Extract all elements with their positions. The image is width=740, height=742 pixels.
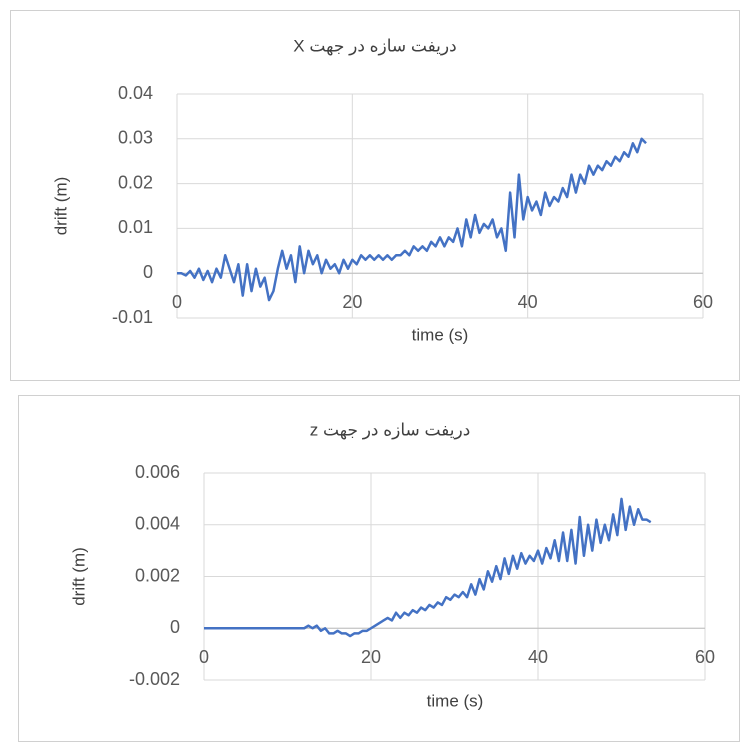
data-line [177, 137, 647, 302]
chart-title: دریفت سازه در جهت X [293, 36, 456, 56]
y-tick-label: 0 [170, 617, 180, 637]
y-tick-label: 0.02 [118, 172, 153, 192]
x-tick-label: 0 [199, 647, 209, 667]
y-tick-label: 0 [143, 262, 153, 282]
x-tick-label: 40 [528, 647, 548, 667]
y-axis-label: drift (m) [51, 177, 70, 236]
x-tick-label: 60 [695, 647, 715, 667]
x-tick-label: 60 [693, 292, 713, 312]
y-axis-label: drift (m) [69, 547, 88, 606]
y-tick-label: -0.01 [112, 307, 153, 327]
chart-frame [18, 395, 740, 742]
chart-title: دریفت سازه در جهت z [310, 420, 471, 440]
y-tick-label: 0.004 [135, 514, 180, 534]
y-tick-label: 0.006 [135, 462, 180, 482]
y-tick-label: 0.002 [135, 565, 180, 585]
data-line [204, 497, 652, 638]
y-tick-label: 0.01 [118, 217, 153, 237]
x-tick-label: 40 [518, 292, 538, 312]
x-tick-label: 20 [342, 292, 362, 312]
x-tick-label: 20 [361, 647, 381, 667]
x-axis-label: time (s) [427, 691, 484, 710]
y-tick-label: 0.03 [118, 128, 153, 148]
x-tick-label: 0 [172, 292, 182, 312]
x-axis-label: time (s) [412, 325, 469, 344]
y-tick-label: 0.04 [118, 83, 153, 103]
y-tick-label: -0.002 [129, 669, 180, 689]
